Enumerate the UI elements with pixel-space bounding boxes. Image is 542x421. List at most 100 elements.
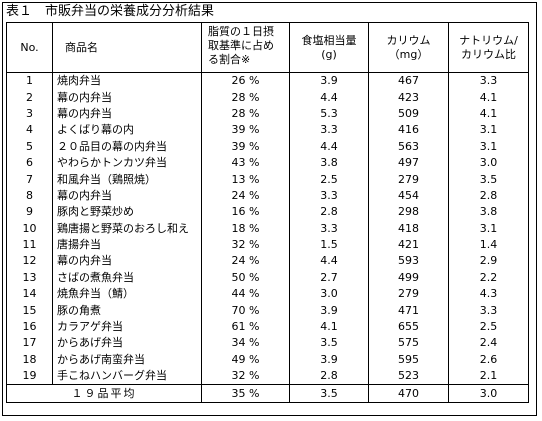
cell-no: 7 — [6, 171, 53, 188]
header-salt-line1: 食塩相当量 — [301, 33, 357, 47]
table-row: 5 ２０品目の幕の内弁当 39 % 4.4 563 3.1 — [6, 138, 529, 155]
cell-ratio: 2.5 — [448, 318, 529, 336]
cell-no: 4 — [6, 122, 53, 139]
header-row: No. 商品名 脂質の１日摂 取基準に占め る割合※ 食塩相当量 (g) カリウ… — [6, 22, 529, 73]
header-fat-line2: 取基準に占め — [208, 39, 274, 52]
table-row: 1 焼肉弁当 26 % 3.9 467 3.3 — [6, 72, 529, 90]
cell-name: ２０品目の幕の内弁当 — [52, 138, 202, 155]
header-ratio-line2: カリウム比 — [461, 47, 516, 61]
cell-no: 2 — [6, 89, 53, 106]
average-potassium: 470 — [368, 384, 449, 403]
cell-potassium: 421 — [368, 236, 449, 254]
cell-name: さばの煮魚弁当 — [52, 269, 202, 287]
header-fat-line3: る割合※ — [208, 53, 251, 66]
cell-salt: 3.8 — [289, 154, 369, 172]
cell-fat: 28 % — [201, 89, 290, 106]
cell-potassium: 279 — [368, 171, 449, 188]
cell-no: 17 — [6, 335, 53, 352]
cell-ratio: 2.4 — [448, 335, 529, 352]
cell-no: 13 — [6, 269, 53, 287]
table-row: 10 鶏唐揚と野菜のおろし和え 18 % 3.3 418 3.1 — [6, 220, 529, 237]
cell-fat: 49 % — [201, 351, 290, 369]
cell-fat: 43 % — [201, 154, 290, 172]
nutrition-table: No. 商品名 脂質の１日摂 取基準に占め る割合※ 食塩相当量 (g) カリウ… — [6, 22, 529, 403]
cell-potassium: 418 — [368, 220, 449, 237]
table-row: 18 からあげ南蛮弁当 49 % 3.9 595 2.6 — [6, 351, 529, 369]
cell-no: 10 — [6, 220, 53, 237]
cell-fat: 32 % — [201, 236, 290, 254]
cell-ratio: 3.8 — [448, 204, 529, 221]
average-label: １９品平均 — [6, 384, 202, 403]
cell-potassium: 575 — [368, 335, 449, 352]
cell-fat: 61 % — [201, 318, 290, 336]
table-row: 19 手こねハンバーグ弁当 32 % 2.8 523 2.1 — [6, 368, 529, 385]
cell-potassium: 563 — [368, 138, 449, 155]
table-row: 13 さばの煮魚弁当 50 % 2.7 499 2.2 — [6, 269, 529, 287]
cell-name: やわらかトンカツ弁当 — [52, 154, 202, 172]
cell-potassium: 497 — [368, 154, 449, 172]
cell-no: 15 — [6, 302, 53, 319]
table-row: 8 幕の内弁当 24 % 3.3 454 2.8 — [6, 187, 529, 205]
cell-salt: 3.9 — [289, 72, 369, 90]
table-row: 15 豚の角煮 70 % 3.9 471 3.3 — [6, 302, 529, 319]
cell-name: 幕の内弁当 — [52, 187, 202, 205]
cell-salt: 3.9 — [289, 351, 369, 369]
cell-salt: 4.4 — [289, 253, 369, 270]
cell-ratio: 2.1 — [448, 368, 529, 385]
table-row: 17 からあげ弁当 34 % 3.5 575 2.4 — [6, 335, 529, 352]
cell-ratio: 4.1 — [448, 105, 529, 123]
cell-no: 8 — [6, 187, 53, 205]
cell-salt: 2.8 — [289, 204, 369, 221]
cell-no: 11 — [6, 236, 53, 254]
cell-potassium: 423 — [368, 89, 449, 106]
average-fat: 35 % — [201, 384, 290, 403]
header-no: No. — [6, 22, 53, 73]
header-name: 商品名 — [52, 22, 202, 73]
table-row: 12 幕の内弁当 24 % 4.4 593 2.9 — [6, 253, 529, 270]
cell-salt: 4.4 — [289, 89, 369, 106]
table-row: 2 幕の内弁当 28 % 4.4 423 4.1 — [6, 89, 529, 106]
cell-no: 3 — [6, 105, 53, 123]
cell-ratio: 2.2 — [448, 269, 529, 287]
cell-fat: 50 % — [201, 269, 290, 287]
cell-salt: 3.3 — [289, 122, 369, 139]
cell-potassium: 523 — [368, 368, 449, 385]
table-row: 7 和風弁当（鶏照焼） 13 % 2.5 279 3.5 — [6, 171, 529, 188]
cell-potassium: 595 — [368, 351, 449, 369]
cell-salt: 3.5 — [289, 335, 369, 352]
document-frame — [2, 2, 537, 416]
cell-ratio: 1.4 — [448, 236, 529, 254]
table-row: 16 カラアゲ弁当 61 % 4.1 655 2.5 — [6, 318, 529, 336]
table-row: 3 幕の内弁当 28 % 5.3 509 4.1 — [6, 105, 529, 123]
average-ratio: 3.0 — [448, 384, 529, 403]
cell-salt: 1.5 — [289, 236, 369, 254]
cell-fat: 39 % — [201, 122, 290, 139]
cell-potassium: 499 — [368, 269, 449, 287]
cell-fat: 18 % — [201, 220, 290, 237]
cell-name: 手こねハンバーグ弁当 — [52, 368, 202, 385]
cell-ratio: 3.0 — [448, 154, 529, 172]
cell-no: 14 — [6, 286, 53, 303]
cell-ratio: 3.3 — [448, 72, 529, 90]
cell-fat: 44 % — [201, 286, 290, 303]
header-potassium: カリウム （mg） — [368, 22, 449, 73]
cell-potassium: 279 — [368, 286, 449, 303]
cell-salt: 3.3 — [289, 220, 369, 237]
cell-salt: 3.3 — [289, 187, 369, 205]
table-row: 4 よくばり幕の内 39 % 3.3 416 3.1 — [6, 122, 529, 139]
cell-fat: 24 % — [201, 187, 290, 205]
cell-fat: 16 % — [201, 204, 290, 221]
header-salt-line2: (g) — [321, 47, 337, 61]
cell-name: からあげ弁当 — [52, 335, 202, 352]
table-row: 9 豚肉と野菜炒め 16 % 2.8 298 3.8 — [6, 204, 529, 221]
cell-salt: 4.4 — [289, 138, 369, 155]
table-row: 6 やわらかトンカツ弁当 43 % 3.8 497 3.0 — [6, 154, 529, 172]
cell-name: カラアゲ弁当 — [52, 318, 202, 336]
cell-fat: 28 % — [201, 105, 290, 123]
cell-ratio: 3.1 — [448, 122, 529, 139]
cell-ratio: 2.6 — [448, 351, 529, 369]
cell-ratio: 4.3 — [448, 286, 529, 303]
cell-potassium: 416 — [368, 122, 449, 139]
cell-ratio: 2.9 — [448, 253, 529, 270]
cell-potassium: 471 — [368, 302, 449, 319]
